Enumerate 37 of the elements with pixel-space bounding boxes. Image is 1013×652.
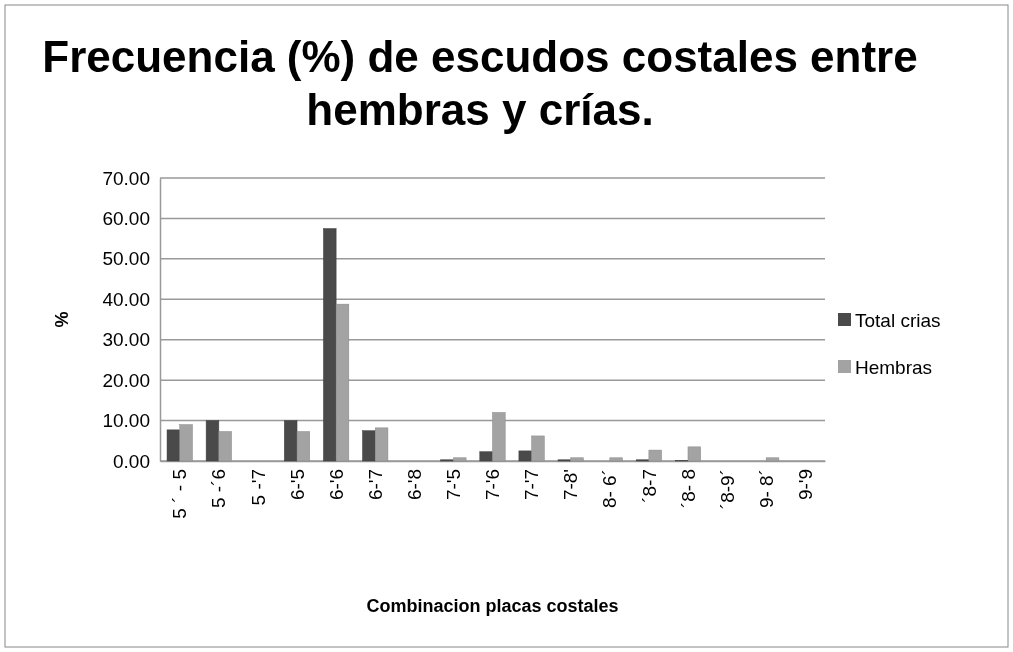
x-tick-label: 9-'9 xyxy=(794,469,816,501)
x-tick-label: 5 -'7 xyxy=(247,469,269,506)
x-tick-label: 9- 8´ xyxy=(755,469,777,509)
x-tick-label: 6-'8 xyxy=(403,469,425,501)
y-tick-label: 50.00 xyxy=(102,248,150,270)
bar xyxy=(284,420,298,462)
x-tick-label: 7-8' xyxy=(560,469,582,501)
y-tick-label: 40.00 xyxy=(102,288,150,310)
x-tick-label: ´8-7 xyxy=(638,469,660,503)
x-tick-label: 7-'7 xyxy=(521,469,543,501)
y-tick-label: 60.00 xyxy=(102,208,150,230)
y-tick-label: 30.00 xyxy=(102,329,150,351)
x-tick-label: 7-'5 xyxy=(443,469,465,501)
x-axis-title: Combinacion placas costales xyxy=(366,596,619,616)
chart-title: Frecuencia (%) de escudos costales entre hembras y crías. xyxy=(42,32,918,134)
legend-label: Total crias xyxy=(855,309,941,331)
bar xyxy=(166,429,180,462)
y-tick-label: 10.00 xyxy=(102,410,150,432)
y-axis-title: % xyxy=(52,311,72,328)
x-tick-label: 5 ´ - 5 xyxy=(169,469,191,519)
bar xyxy=(518,450,532,462)
x-tick-label: 8- 6´ xyxy=(599,469,621,509)
y-tick-label: 0.00 xyxy=(113,450,150,472)
x-tick-label: 6-'7 xyxy=(364,469,386,501)
y-tick-label: 70.00 xyxy=(102,167,150,189)
x-tick-label: ´8- 8 xyxy=(677,469,699,509)
x-tick-label: 6-'6 xyxy=(325,469,347,501)
bar xyxy=(323,228,337,462)
x-tick-label: 7-'6 xyxy=(482,469,504,501)
y-tick-label: 20.00 xyxy=(102,369,150,391)
x-tick-label: 5 -´6 xyxy=(208,469,230,509)
bar xyxy=(362,430,376,462)
legend-label: Hembras xyxy=(855,356,933,378)
bar xyxy=(479,451,493,462)
bar xyxy=(205,420,220,462)
x-tick-label: 6-'5 xyxy=(286,469,308,501)
x-tick-label: ´8-9´ xyxy=(716,469,738,510)
